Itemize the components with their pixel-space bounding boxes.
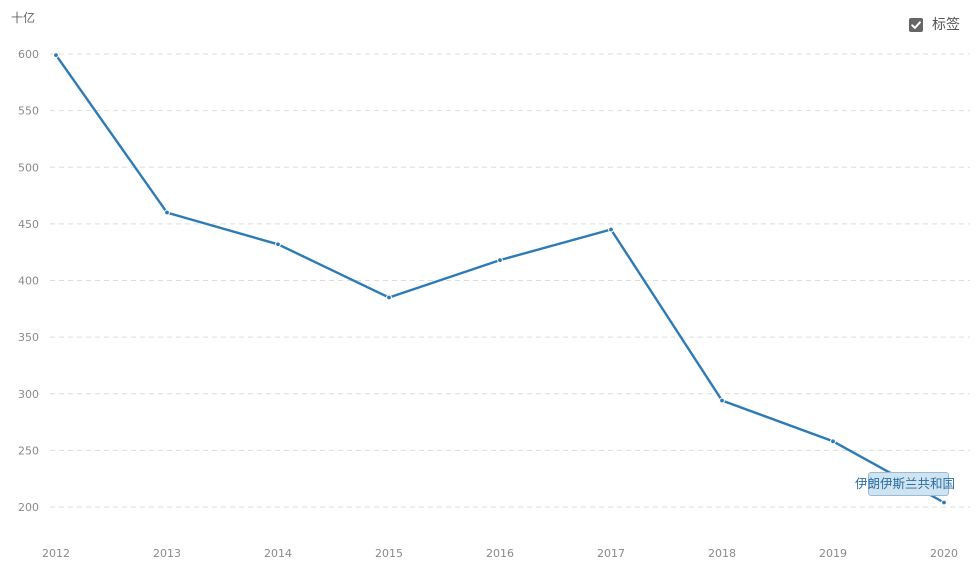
label-toggle-text: 标签 bbox=[932, 17, 960, 33]
x-tick-label: 2017 bbox=[597, 547, 625, 560]
x-tick-label: 2016 bbox=[486, 547, 514, 560]
y-tick-label: 450 bbox=[18, 218, 39, 231]
y-axis-ticks: 200 250 300 350 400 450 500 550 600 bbox=[18, 48, 39, 514]
y-tick-label: 350 bbox=[18, 331, 39, 344]
x-tick-label: 2014 bbox=[264, 547, 292, 560]
series-name-tag: 伊朗伊斯兰共和国 bbox=[855, 472, 955, 496]
data-point[interactable] bbox=[497, 257, 503, 264]
x-tick-label: 2019 bbox=[819, 547, 847, 560]
y-tick-label: 550 bbox=[18, 105, 39, 118]
data-point[interactable] bbox=[164, 209, 170, 216]
x-tick-label: 2015 bbox=[375, 547, 403, 560]
data-point[interactable] bbox=[53, 52, 59, 59]
data-point[interactable] bbox=[386, 294, 392, 301]
y-tick-label: 300 bbox=[18, 388, 39, 401]
y-axis-unit-label: 十亿 bbox=[11, 10, 35, 25]
label-toggle[interactable]: 标签 bbox=[909, 16, 960, 34]
x-axis-ticks: 2012 2013 2014 2015 2016 2017 2018 2019 2020 bbox=[42, 547, 958, 560]
y-tick-label: 500 bbox=[18, 161, 39, 174]
checkbox-checked-icon[interactable] bbox=[909, 18, 923, 32]
series-name-label: 伊朗伊斯兰共和国 bbox=[855, 476, 956, 491]
data-point[interactable] bbox=[830, 438, 836, 445]
y-tick-label: 400 bbox=[18, 275, 39, 288]
x-tick-label: 2012 bbox=[42, 547, 70, 560]
data-point[interactable] bbox=[941, 499, 947, 506]
x-tick-label: 2018 bbox=[708, 547, 736, 560]
y-tick-label: 600 bbox=[18, 48, 39, 61]
series-layer bbox=[53, 52, 947, 506]
series-line bbox=[54, 53, 946, 504]
data-point[interactable] bbox=[608, 226, 614, 233]
y-tick-label: 250 bbox=[18, 444, 39, 457]
y-tick-label: 200 bbox=[18, 501, 39, 514]
data-point[interactable] bbox=[719, 397, 725, 404]
data-point[interactable] bbox=[275, 241, 281, 248]
x-tick-label: 2020 bbox=[930, 547, 958, 560]
x-tick-label: 2013 bbox=[153, 547, 181, 560]
